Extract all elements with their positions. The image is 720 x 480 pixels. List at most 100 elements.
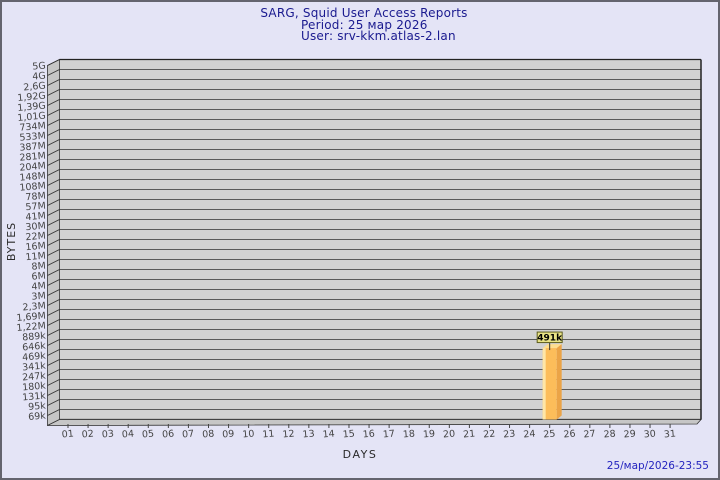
y-tick-mark — [47, 169, 60, 176]
y-tick-mark — [47, 249, 60, 256]
x-tick-label: 10 — [242, 429, 255, 441]
y-tick-label: 341k — [22, 360, 47, 373]
y-tick-mark — [47, 119, 60, 126]
x-axis-title: DAYS — [342, 448, 378, 461]
x-tick-label: 05 — [142, 429, 155, 441]
x-tick-label: 22 — [483, 429, 496, 441]
y-tick-mark — [47, 219, 60, 226]
y-tick-mark — [47, 279, 60, 286]
x-tick-label: 04 — [121, 429, 134, 441]
x-tick-label: 16 — [362, 429, 375, 441]
x-tick-label: 07 — [182, 429, 195, 441]
x-tick-label: 08 — [202, 429, 215, 441]
y-tick-mark — [47, 369, 60, 376]
y-tick-label: 2,3M — [22, 301, 46, 314]
y-tick-mark — [47, 199, 60, 206]
y-tick-label: 247k — [22, 370, 47, 383]
y-axis-title: BYTES — [5, 222, 18, 261]
y-tick-label: 22M — [25, 231, 46, 244]
y-tick-mark — [47, 289, 60, 296]
y-tick-label: 2,6G — [23, 81, 46, 94]
y-tick-mark — [47, 299, 60, 306]
y-tick-mark — [47, 349, 60, 356]
x-tick-label: 13 — [302, 429, 315, 441]
x-tick-label: 20 — [443, 429, 456, 441]
y-tick-label: 69k — [28, 410, 47, 423]
y-tick-label: 4M — [31, 281, 46, 293]
y-tick-label: 1,39G — [17, 101, 46, 114]
y-tick-mark — [47, 179, 60, 186]
y-tick-label: 95k — [28, 400, 47, 413]
y-tick-mark — [47, 59, 60, 66]
x-tick-label: 30 — [643, 429, 656, 441]
y-tick-label: 180k — [22, 380, 47, 393]
x-tick-label: 18 — [402, 429, 415, 441]
report-timestamp: 25/мар/2026-23:55 — [606, 460, 709, 472]
y-tick-mark — [47, 109, 60, 116]
y-tick-label: 78M — [25, 191, 46, 204]
y-tick-label: 734M — [19, 121, 46, 134]
y-tick-label: 3M — [31, 291, 46, 303]
y-tick-mark — [47, 239, 60, 246]
y-tick-label: 30M — [25, 221, 46, 234]
x-tick-label: 15 — [342, 429, 355, 441]
bar — [542, 348, 557, 420]
y-tick-mark — [47, 359, 60, 366]
y-tick-label: 41M — [25, 211, 46, 224]
y-tick-label: 469k — [22, 350, 47, 363]
x-tick-label: 14 — [322, 429, 335, 441]
y-tick-label: 16M — [25, 241, 46, 254]
bar-highlight — [542, 348, 546, 420]
y-tick-label: 4G — [32, 71, 46, 83]
x-tick-label: 12 — [282, 429, 295, 441]
x-tick-label: 17 — [382, 429, 395, 441]
y-tick-label: 131k — [22, 390, 47, 403]
y-tick-mark — [47, 389, 60, 396]
x-tick-label: 09 — [222, 429, 235, 441]
chart-user: User: srv-kkm.atlas-2.lan — [301, 29, 456, 43]
bar-value-box — [536, 331, 563, 344]
y-tick-mark — [47, 89, 60, 96]
x-tick-label: 23 — [503, 429, 516, 441]
y-tick-mark — [47, 259, 60, 266]
y-tick-label: 281M — [19, 151, 46, 164]
y-tick-label: 11M — [25, 251, 46, 264]
y-tick-mark — [47, 209, 60, 216]
y-tick-mark — [47, 189, 60, 196]
y-tick-mark — [47, 329, 60, 336]
bar-value-label: 491k — [537, 334, 563, 344]
x-tick-label: 31 — [663, 429, 676, 441]
y-tick-label: 108M — [19, 181, 46, 194]
x-tick-label: 02 — [81, 429, 94, 441]
y-tick-mark — [47, 309, 60, 316]
x-tick-label: 26 — [563, 429, 576, 441]
x-tick-label: 19 — [423, 429, 436, 441]
y-tick-mark — [47, 399, 60, 406]
y-tick-mark — [47, 69, 60, 76]
y-tick-label: 204M — [19, 161, 46, 174]
y-tick-label: 1,69M — [16, 311, 46, 325]
x-tick-label: 25 — [543, 429, 556, 441]
y-tick-label: 1,01G — [17, 111, 46, 124]
y-tick-label: 1,92G — [17, 91, 46, 104]
x-tick-label: 21 — [463, 429, 476, 441]
y-tick-mark — [47, 139, 60, 146]
x-tick-label: 06 — [162, 429, 175, 441]
x-tick-label: 03 — [101, 429, 114, 441]
y-tick-mark — [47, 159, 60, 166]
y-tick-mark — [47, 79, 60, 86]
y-tick-mark — [47, 339, 60, 346]
y-tick-mark — [47, 319, 60, 326]
y-tick-label: 5G — [32, 61, 46, 73]
x-tick-label: 01 — [61, 429, 74, 441]
y-tick-mark — [47, 409, 60, 416]
x-tick-label: 11 — [262, 429, 275, 441]
y-tick-label: 533M — [19, 131, 46, 144]
y-tick-label: 646k — [22, 340, 47, 353]
x-tick-label: 24 — [523, 429, 536, 441]
bar-side-face — [556, 344, 562, 420]
chart-title: SARG, Squid User Access Reports — [260, 6, 468, 20]
bar-top-face — [542, 344, 562, 349]
